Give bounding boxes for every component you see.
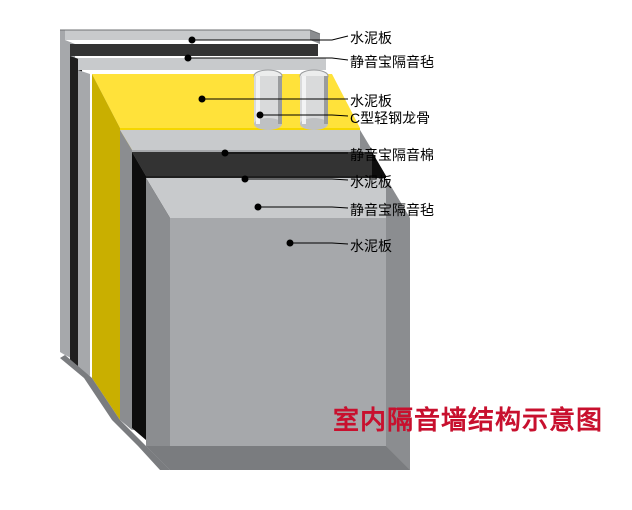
diagram-canvas: 水泥板 静音宝隔音毡 水泥板 C型轻钢龙骨 静音宝隔音棉 水泥板 静音宝隔音毡 … xyxy=(0,0,632,510)
label-cement-1: 水泥板 xyxy=(350,28,392,48)
label-cement-4: 水泥板 xyxy=(350,236,392,256)
label-felt-1: 静音宝隔音毡 xyxy=(350,52,434,72)
label-felt-2: 静音宝隔音毡 xyxy=(350,200,434,220)
stud-right xyxy=(300,70,328,130)
stud-left xyxy=(254,70,282,130)
label-stud: C型轻钢龙骨 xyxy=(350,108,430,128)
label-wool: 静音宝隔音棉 xyxy=(350,145,434,165)
label-cement-3: 水泥板 xyxy=(350,172,392,192)
diagram-title: 室内隔音墙结构示意图 xyxy=(333,400,603,437)
left-edge-fill xyxy=(60,30,65,355)
